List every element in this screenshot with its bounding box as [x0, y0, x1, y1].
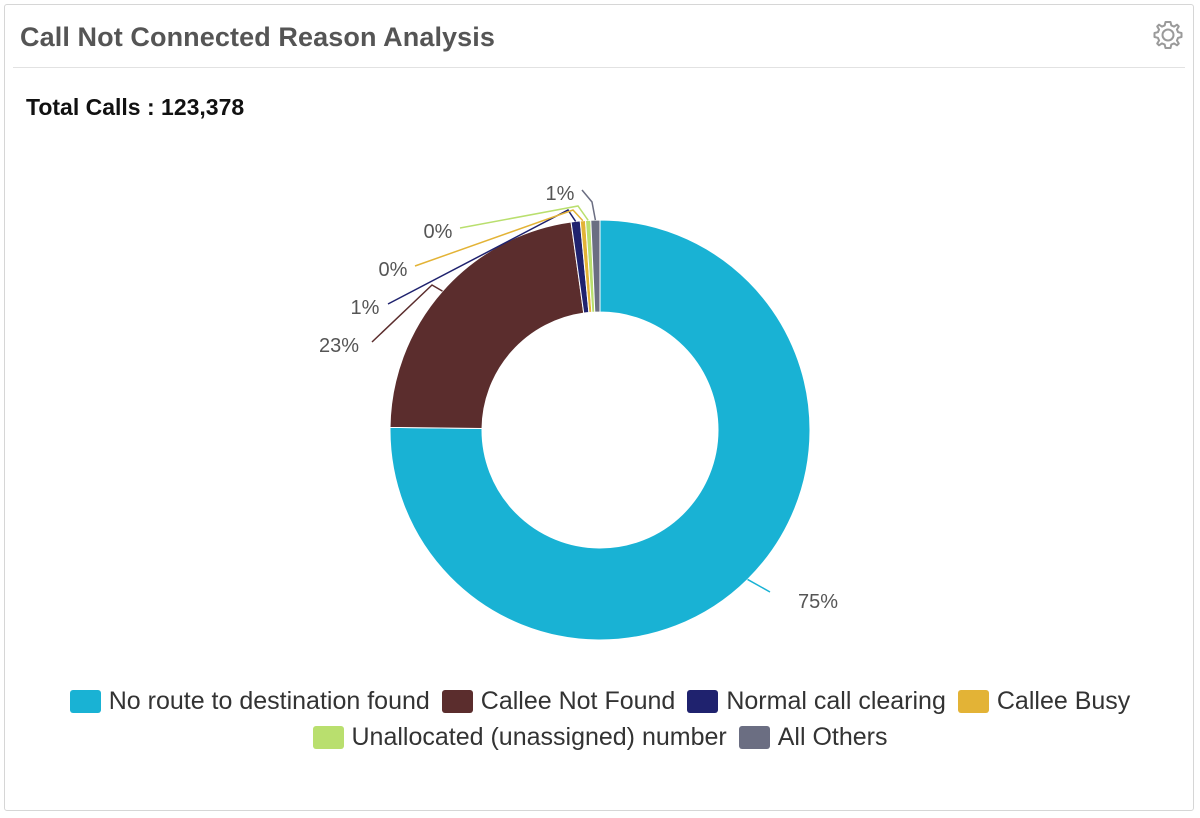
legend-swatch	[312, 725, 344, 749]
legend-item-2[interactable]: Callee Not Found	[441, 686, 676, 716]
widget-header: Call Not Connected Reason Analysis	[13, 5, 1185, 68]
legend-item-3[interactable]: Normal call clearing	[687, 686, 946, 716]
donut-slice-1[interactable]	[389, 219, 811, 641]
widget-title: Call Not Connected Reason Analysis	[20, 22, 496, 52]
legend-swatch	[957, 689, 989, 713]
data-label-6: 1%	[546, 183, 575, 205]
legend-item-4[interactable]: Callee Busy	[957, 686, 1131, 716]
chart-legend: No route to destination found Callee Not …	[20, 686, 1180, 752]
legend-swatch	[69, 689, 101, 713]
data-label-5: 0%	[424, 221, 453, 243]
legend-item-5[interactable]: Unallocated (unassigned) number	[312, 722, 727, 752]
chart-widget: Call Not Connected Reason Analysis	[4, 4, 1194, 811]
donut-slice-6[interactable]	[590, 219, 601, 313]
legend-label: Unallocated (unassigned) number	[351, 722, 727, 751]
connector-line-4	[414, 209, 584, 267]
donut-slice-2[interactable]	[389, 221, 585, 430]
legend-label: No route to destination found	[108, 686, 430, 715]
data-label-3: 1%	[351, 297, 380, 319]
legend-item-6[interactable]: All Others	[738, 722, 888, 752]
data-label-2: 23%	[319, 335, 359, 357]
connector-line-1	[747, 578, 771, 593]
connector-line-3	[387, 209, 577, 305]
connector-line-6	[581, 189, 597, 221]
total-calls: Total Calls : 123,378	[26, 94, 245, 120]
legend-swatch	[441, 689, 473, 713]
legend-swatch	[687, 689, 719, 713]
legend-item-1[interactable]: No route to destination found	[69, 686, 430, 716]
donut-chart: 75% 23% 1% 0% 0% 1%	[319, 183, 838, 641]
legend-label: Callee Busy	[996, 686, 1131, 715]
gear-icon[interactable]	[1151, 18, 1185, 52]
connector-line-2	[371, 284, 443, 343]
legend-label: All Others	[777, 722, 888, 751]
legend-label: Callee Not Found	[480, 686, 676, 715]
data-label-1: 75%	[798, 591, 838, 613]
legend-label: Normal call clearing	[726, 686, 946, 715]
legend-swatch	[738, 725, 770, 749]
connector-line-5	[459, 205, 589, 229]
data-label-4: 0%	[379, 259, 408, 281]
